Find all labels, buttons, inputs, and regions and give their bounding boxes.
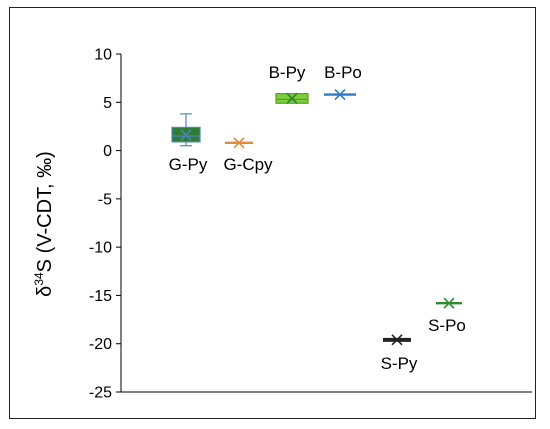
mean-marker-s-py bbox=[391, 334, 403, 346]
y-tick-label: -25 bbox=[89, 385, 112, 402]
y-tick-label: 0 bbox=[103, 143, 112, 160]
axis-layer: 10 5 0 -5 -10 -15 -20 -25 bbox=[89, 47, 532, 402]
y-axis-label-text: S (V-CDT, ‰) bbox=[34, 151, 56, 272]
chart-frame bbox=[9, 7, 536, 419]
category-label-g-cpy: G-Cpy bbox=[223, 155, 273, 174]
mean-marker-s-po bbox=[443, 297, 455, 309]
category-label-g-py: G-Py bbox=[169, 155, 208, 174]
category-label-s-po: S-Po bbox=[428, 316, 466, 335]
y-tick-label: -10 bbox=[89, 240, 112, 257]
y-tick-label: -20 bbox=[89, 336, 112, 353]
mean-marker-g-cpy-stroke-b bbox=[233, 137, 245, 149]
y-tick-label: -5 bbox=[98, 191, 112, 208]
mean-marker-g-py-stroke-b bbox=[180, 129, 192, 141]
y-tick-label: 5 bbox=[103, 95, 112, 112]
mean-marker-g-cpy bbox=[233, 137, 245, 149]
mean-marker-b-po-stroke-b bbox=[334, 88, 346, 101]
y-tick-label: -15 bbox=[89, 288, 112, 305]
category-label-s-py: S-Py bbox=[381, 354, 418, 373]
category-label-b-py: B-Py bbox=[269, 63, 306, 82]
mean-marker-g-py bbox=[180, 129, 192, 141]
category-label-b-po: B-Po bbox=[324, 63, 362, 82]
mean-marker-b-py-stroke-b bbox=[286, 92, 298, 104]
y-axis-label-superscript: 34 bbox=[32, 272, 46, 286]
mean-marker-b-po bbox=[334, 88, 346, 101]
y-axis-label-delta: δ bbox=[34, 286, 56, 297]
mean-marker-s-po-stroke-b bbox=[443, 297, 455, 309]
y-tick-label: 10 bbox=[94, 47, 112, 64]
y-axis-label: δ34S (V-CDT, ‰) bbox=[32, 151, 56, 297]
mean-marker-s-py-stroke-b bbox=[391, 334, 403, 346]
marks-layer: G-Py G-Cpy B-Py B-Po S-Py S-Po bbox=[169, 63, 466, 373]
mean-marker-b-py bbox=[286, 92, 298, 104]
